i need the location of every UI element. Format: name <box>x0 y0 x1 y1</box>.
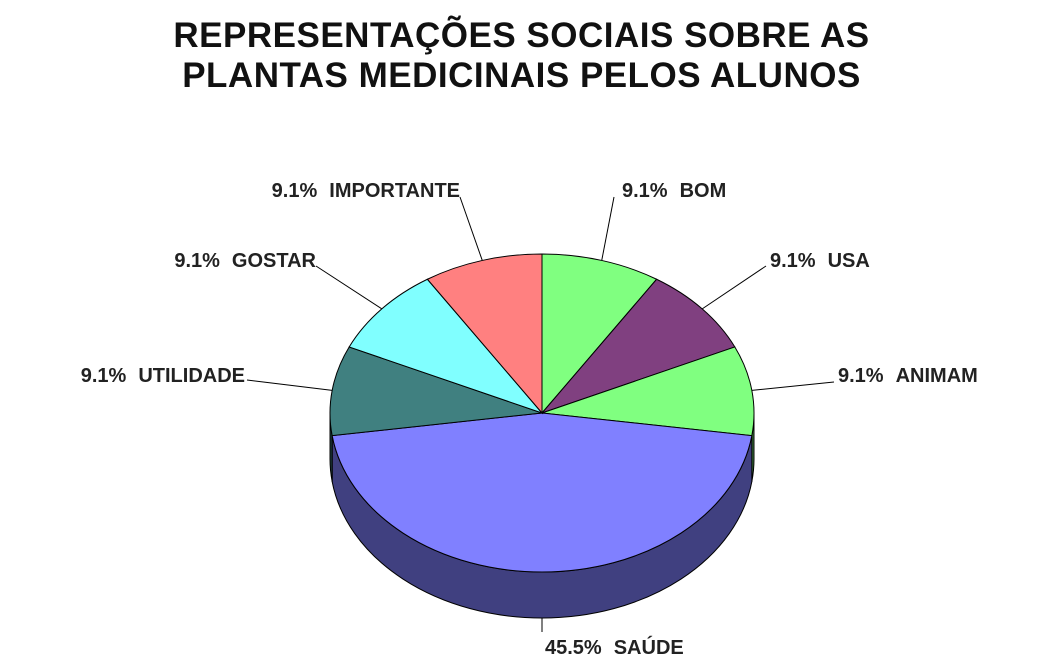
value-label: 9.1% <box>272 180 318 202</box>
leader-line <box>601 196 615 261</box>
slice <box>540 278 736 415</box>
slice <box>426 253 543 415</box>
category-label: IMPORTANTE <box>329 180 460 202</box>
value-label: 45.5% <box>545 637 602 659</box>
slice <box>541 346 755 437</box>
category-label: USA <box>828 250 870 272</box>
value-label: 9.1% <box>622 180 668 202</box>
slice <box>331 412 753 573</box>
slice-label: 9.1% GOSTAR <box>174 250 316 272</box>
value-label: 9.1% <box>81 365 127 387</box>
category-label: BOM <box>680 180 727 202</box>
value-label: 9.1% <box>770 250 816 272</box>
leader-line <box>751 381 835 391</box>
leader-line <box>701 265 767 310</box>
slice-label: 9.1% UTILIDADE <box>81 365 245 387</box>
category-label: ANIMAM <box>896 365 978 387</box>
slice-label: 9.1% USA <box>770 250 870 272</box>
slice-label: 45.5% SAÚDE <box>545 635 684 659</box>
slice <box>541 253 658 415</box>
leader-line <box>246 379 333 391</box>
slice <box>348 278 544 415</box>
chart-title: REPRESENTAÇÕES SOCIAIS SOBRE AS <box>173 16 870 55</box>
category-label: GOSTAR <box>232 250 317 272</box>
slice-label: 9.1% ANIMAM <box>838 365 978 387</box>
chart-title: PLANTAS MEDICINAIS PELOS ALUNOS <box>182 56 861 95</box>
leader-line <box>459 196 483 261</box>
value-label: 9.1% <box>174 250 220 272</box>
leader-line <box>315 265 383 310</box>
category-label: SAÚDE <box>614 635 684 659</box>
slice <box>329 346 543 437</box>
slice-label: 9.1% BOM <box>622 180 726 202</box>
slice-label: 9.1% IMPORTANTE <box>272 180 460 202</box>
category-label: UTILIDADE <box>138 365 245 387</box>
value-label: 9.1% <box>838 365 884 387</box>
